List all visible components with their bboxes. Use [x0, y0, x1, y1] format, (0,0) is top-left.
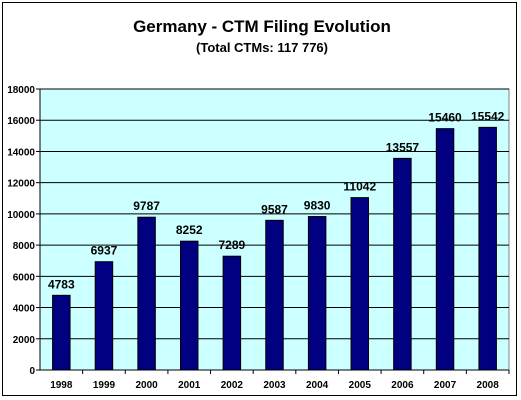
y-tick-label: 14000: [7, 147, 35, 158]
y-tick-label: 18000: [7, 85, 35, 96]
y-tick-label: 0: [29, 366, 35, 377]
x-tick-label: 2004: [306, 380, 329, 391]
bar-2007: [435, 128, 455, 371]
x-tick-label: 2005: [349, 380, 372, 391]
bar-2004: [307, 216, 327, 371]
y-tick-label: 4000: [13, 304, 36, 315]
data-label-2003: 9587: [261, 202, 288, 216]
bar-1999: [94, 261, 114, 371]
bar-2008: [478, 126, 497, 371]
bar-2006: [393, 157, 412, 371]
y-tick-label: 16000: [7, 116, 35, 127]
y-tick-label: 12000: [7, 179, 35, 190]
bar-2005: [350, 197, 370, 371]
bar-1998: [52, 294, 71, 371]
bar-2002: [222, 255, 242, 371]
bar-2001: [179, 240, 199, 371]
data-label-1999: 6937: [91, 244, 118, 258]
data-label-2007: 15460: [428, 111, 462, 125]
y-tick-label: 6000: [13, 272, 36, 283]
y-tick-label: 8000: [13, 241, 36, 252]
y-axis-ticks: 0 2000 4000 6000 8000 10000 12000 14000 16000 180…: [7, 85, 40, 377]
data-label-2008: 15542: [471, 109, 505, 123]
data-label-2002: 7289: [219, 238, 246, 252]
x-tick-label: 2008: [477, 380, 500, 391]
bar-2003: [265, 219, 284, 371]
x-tick-label: 2006: [391, 380, 414, 391]
data-label-2004: 9830: [304, 199, 331, 213]
data-label-1998: 4783: [48, 277, 75, 291]
x-axis-ticks: 1998 1999 2000 2001 2002 2003 2004 2005 2006 2007…: [50, 370, 510, 391]
data-label-2001: 8252: [176, 223, 203, 237]
x-tick-label: 2002: [221, 380, 244, 391]
x-tick-label: 1998: [50, 380, 73, 391]
data-label-2000: 9787: [133, 199, 160, 213]
chart-title: Germany - CTM Filing Evolution: [133, 17, 391, 36]
x-tick-label: 2001: [178, 380, 201, 391]
data-label-2005: 11042: [343, 180, 376, 194]
x-tick-label: 1999: [93, 380, 116, 391]
y-tick-label: 10000: [7, 210, 35, 221]
y-tick-label: 2000: [13, 335, 36, 346]
data-label-2006: 13557: [386, 140, 420, 154]
x-tick-label: 2007: [434, 380, 457, 391]
x-tick-label: 2000: [135, 380, 158, 391]
x-tick-label: 2003: [263, 380, 286, 391]
chart-subtitle: (Total CTMs: 117 776): [196, 40, 328, 55]
bars: [52, 126, 497, 371]
data-labels: 4783 6937 9787 8252 7289 9587 9830 11042 13557 15…: [48, 109, 505, 291]
bar-2000: [137, 216, 156, 371]
